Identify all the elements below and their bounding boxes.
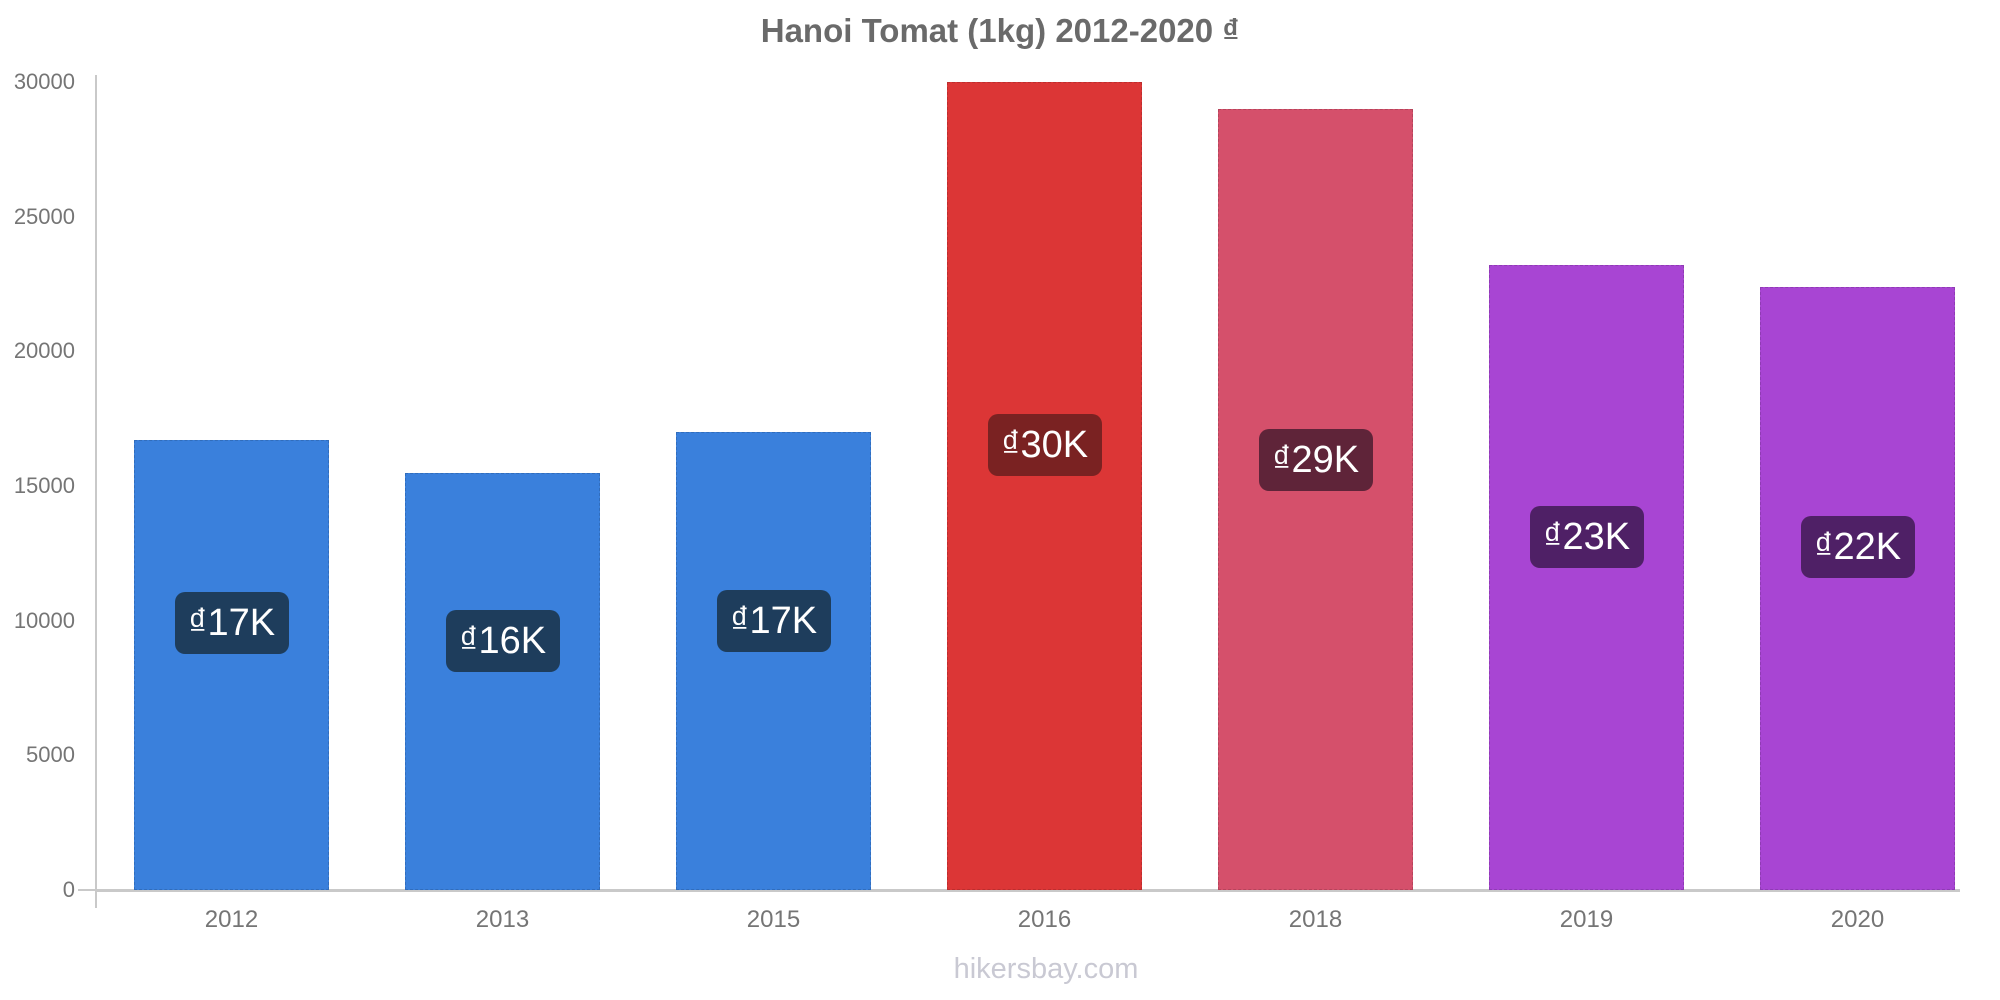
y-tick-label: 15000 [13, 473, 75, 498]
y-tick-label: 10000 [13, 607, 75, 633]
bar-2020[interactable] [1760, 286, 1955, 890]
x-tick-label-2013: 2013 [475, 906, 530, 933]
y-tick-label: 25000 [13, 203, 75, 229]
y-tick-label: 0 [62, 877, 75, 902]
value-badge-2019: ₫23K [1529, 506, 1644, 568]
y-tick-label: 30000 [13, 69, 75, 94]
bar-2019[interactable] [1489, 265, 1684, 890]
x-axis-line [95, 889, 1960, 892]
value-badge-2015: ₫17K [716, 590, 831, 652]
x-tick-label-2020: 2020 [1830, 906, 1885, 933]
bar-2012[interactable] [134, 440, 329, 890]
bar-2018[interactable] [1218, 108, 1413, 890]
zero-tick-mark [78, 889, 97, 891]
y-axis-line [95, 75, 97, 908]
value-badge-2018: ₫29K [1258, 429, 1373, 491]
chart-title: Hanoi Tomat (1kg) 2012-2020 ₫ [760, 12, 1240, 49]
value-badge-2016: ₫30K [987, 414, 1102, 476]
x-tick-label-2012: 2012 [204, 906, 259, 933]
bar-2015[interactable] [676, 432, 871, 890]
x-tick-label-2015: 2015 [746, 906, 801, 933]
value-badge-2013: ₫16K [445, 610, 560, 672]
y-tick-label: 20000 [13, 338, 75, 364]
x-tick-label-2018: 2018 [1288, 906, 1343, 933]
value-badge-2012: ₫17K [174, 592, 289, 654]
watermark: hikersbay.com [953, 953, 1139, 985]
x-tick-label-2016: 2016 [1017, 906, 1072, 933]
value-badge-2020: ₫22K [1800, 516, 1915, 578]
bar-2016[interactable] [947, 82, 1142, 890]
bar-2013[interactable] [405, 472, 600, 890]
y-tick-label: 5000 [26, 742, 75, 768]
x-tick-label-2019: 2019 [1559, 906, 1614, 933]
